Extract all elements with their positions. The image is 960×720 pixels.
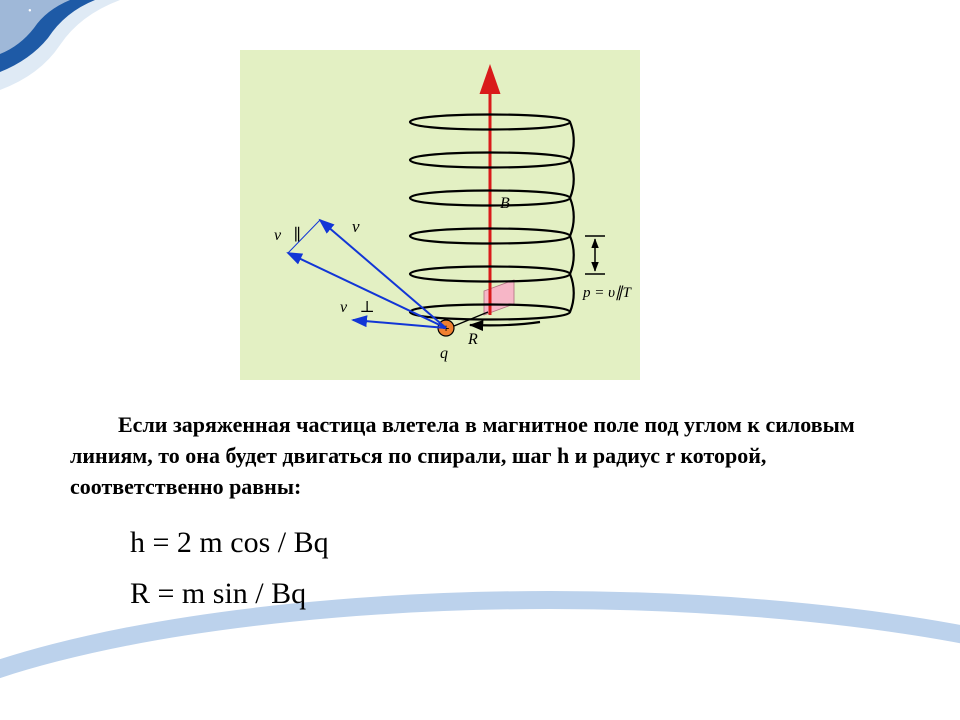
diagram-panel: B⃗ [240, 50, 640, 380]
q-label: q [440, 345, 448, 362]
formula-h: h = 2 m cos / Bq [70, 520, 890, 565]
corner-decoration-top: • [0, 0, 120, 90]
page: • B⃗ [0, 0, 960, 720]
pitch-label: p = υ∥T [582, 285, 633, 301]
b-label: B⃗ [500, 195, 522, 212]
pitch-marker [585, 236, 605, 274]
svg-text:•: • [28, 6, 32, 17]
physics-diagram: B⃗ [240, 50, 640, 380]
formula-r: R = m sin / Bq [70, 571, 890, 616]
v-perp-label: v⃗⊥ [340, 299, 375, 316]
v-par-label: v⃗∥ [274, 226, 301, 244]
radius-label: R [467, 331, 478, 348]
v-vector [320, 220, 446, 328]
v-label: v⃗ [352, 217, 373, 236]
text-block: Если заряженная частица влетела в магнит… [70, 410, 890, 616]
v-parallel-vector [288, 253, 446, 328]
description-paragraph: Если заряженная частица влетела в магнит… [70, 410, 890, 502]
